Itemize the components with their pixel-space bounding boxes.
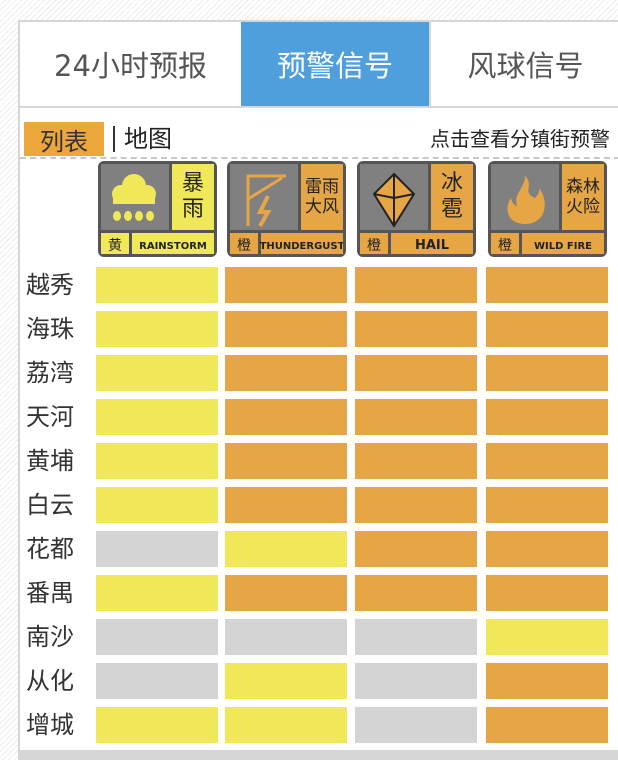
district-name: 越秀	[26, 271, 74, 299]
warning-cell-none[interactable]	[355, 619, 477, 655]
warning-cell-orange[interactable]	[486, 487, 608, 523]
tab-24h-forecast[interactable]: 24小时预报	[54, 49, 207, 83]
warning-cell-orange[interactable]	[486, 443, 608, 479]
warning-cell-yellow[interactable]	[96, 443, 218, 479]
warning-cell-orange[interactable]	[225, 267, 347, 303]
district-name: 南沙	[26, 623, 74, 651]
warning-cell-orange[interactable]	[355, 575, 477, 611]
warning-cell-none[interactable]	[355, 707, 477, 743]
signal-level: 黄	[108, 237, 122, 254]
signal-name: 森林火险	[566, 176, 600, 217]
table-row: 南沙	[20, 619, 618, 655]
signal-fire-icon: 橙 WILD FIRE 森林火险	[488, 161, 607, 257]
table-row: 增城	[20, 707, 618, 743]
signal-name: 暴雨	[181, 170, 204, 222]
table-row: 天河	[20, 399, 618, 435]
hail-icon: 橙 HAIL	[360, 164, 473, 254]
signal-name: 冰雹	[440, 170, 463, 222]
warning-cell-yellow[interactable]	[96, 267, 218, 303]
fire-icon: 橙 WILD FIRE	[491, 164, 604, 254]
warning-cell-yellow[interactable]	[96, 311, 218, 347]
tab-bar: 24小时预报 预警信号 风球信号	[20, 22, 618, 108]
district-name: 增城	[26, 711, 74, 739]
tab-warning-signals[interactable]: 预警信号	[241, 22, 429, 106]
warning-cell-orange[interactable]	[486, 707, 608, 743]
town-warnings-link[interactable]: 点击查看分镇街预警	[430, 127, 610, 151]
table-row: 海珠	[20, 311, 618, 347]
warning-cell-orange[interactable]	[486, 355, 608, 391]
table-row: 越秀	[20, 267, 618, 303]
warning-cell-orange[interactable]	[355, 355, 477, 391]
warning-cell-orange[interactable]	[355, 311, 477, 347]
tab-typhoon-signals[interactable]: 风球信号	[429, 22, 618, 106]
warning-cell-yellow[interactable]	[96, 487, 218, 523]
warning-cell-orange[interactable]	[355, 399, 477, 435]
list-view-button[interactable]: 列表	[24, 122, 104, 156]
warning-cell-orange[interactable]	[486, 663, 608, 699]
table-row: 荔湾	[20, 355, 618, 391]
signal-lightning-icon: 橙 THUNDERGUST 雷雨大风	[227, 161, 346, 257]
signal-rain-cloud-icon: 黄 RAINSTORM 暴雨	[98, 161, 217, 257]
warning-cell-orange[interactable]	[225, 487, 347, 523]
district-name: 荔湾	[26, 359, 74, 387]
district-name: 白云	[26, 491, 74, 519]
warning-cell-orange[interactable]	[355, 487, 477, 523]
warning-cell-none[interactable]	[96, 531, 218, 567]
warning-cell-orange[interactable]	[486, 575, 608, 611]
signal-hail-icon: 橙 HAIL 冰雹	[357, 161, 476, 257]
table-row: 白云	[20, 487, 618, 523]
warning-cell-yellow[interactable]	[225, 663, 347, 699]
signal-level: 橙	[498, 238, 512, 254]
district-name: 天河	[26, 403, 74, 431]
view-toolbar: 列表 地图 点击查看分镇街预警	[20, 108, 618, 158]
warning-cell-orange[interactable]	[225, 355, 347, 391]
warning-cell-yellow[interactable]	[96, 707, 218, 743]
warning-cell-yellow[interactable]	[225, 707, 347, 743]
table-row: 黄埔	[20, 443, 618, 479]
divider	[113, 126, 115, 152]
bottom-bar	[20, 750, 618, 760]
warning-panel: 24小时预报 预警信号 风球信号 列表 地图 点击查看分镇街预警 黄 RAINST…	[18, 20, 618, 760]
warning-cell-orange[interactable]	[225, 399, 347, 435]
warning-cell-orange[interactable]	[486, 311, 608, 347]
warning-cell-orange[interactable]	[225, 311, 347, 347]
warning-cell-orange[interactable]	[355, 443, 477, 479]
divider	[20, 157, 618, 159]
rain-cloud-icon: 黄 RAINSTORM	[101, 164, 214, 254]
district-name: 海珠	[26, 315, 74, 343]
district-name: 花都	[26, 535, 74, 563]
warning-cell-orange[interactable]	[486, 267, 608, 303]
table-row: 番禺	[20, 575, 618, 611]
warning-cell-none[interactable]	[225, 619, 347, 655]
signal-english: RAINSTORM	[139, 241, 207, 252]
district-name: 番禺	[26, 579, 74, 607]
table-row: 从化	[20, 663, 618, 699]
signal-level: 橙	[367, 238, 381, 254]
warning-cell-none[interactable]	[96, 619, 218, 655]
warning-cell-orange[interactable]	[486, 399, 608, 435]
signal-level: 橙	[237, 238, 251, 254]
signal-english: WILD FIRE	[534, 241, 592, 252]
warning-cell-orange[interactable]	[486, 531, 608, 567]
warning-cell-orange[interactable]	[225, 443, 347, 479]
warning-cell-yellow[interactable]	[225, 531, 347, 567]
map-view-button[interactable]: 地图	[124, 125, 172, 153]
signal-english: THUNDERGUST	[260, 241, 343, 252]
warning-cell-orange[interactable]	[225, 575, 347, 611]
warning-cell-none[interactable]	[96, 663, 218, 699]
warning-cell-yellow[interactable]	[96, 399, 218, 435]
warning-cell-yellow[interactable]	[96, 355, 218, 391]
warning-cell-orange[interactable]	[355, 267, 477, 303]
district-name: 黄埔	[26, 447, 74, 475]
warning-cell-yellow[interactable]	[96, 575, 218, 611]
warning-cell-orange[interactable]	[355, 531, 477, 567]
warning-cell-yellow[interactable]	[486, 619, 608, 655]
warning-cell-none[interactable]	[355, 663, 477, 699]
signal-english: HAIL	[415, 238, 449, 253]
district-name: 从化	[26, 667, 74, 695]
signal-name: 雷雨大风	[305, 176, 339, 217]
table-row: 花都	[20, 531, 618, 567]
lightning-icon: 橙 THUNDERGUST	[230, 164, 343, 254]
